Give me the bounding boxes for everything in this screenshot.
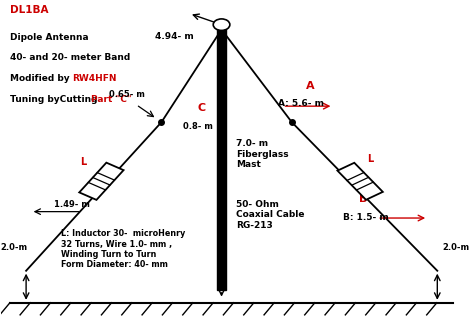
Text: Tuning byCutting: Tuning byCutting	[10, 95, 100, 104]
Text: C: C	[198, 103, 206, 113]
Polygon shape	[337, 163, 383, 200]
Text: L: L	[80, 157, 86, 167]
Text: 1.49- m: 1.49- m	[54, 200, 90, 209]
Text: 0.8- m: 0.8- m	[183, 122, 213, 131]
Circle shape	[213, 19, 230, 30]
Polygon shape	[79, 163, 124, 200]
Text: 50- Ohm
Coaxial Cable
RG-213: 50- Ohm Coaxial Cable RG-213	[237, 200, 305, 230]
Text: A: A	[306, 81, 314, 91]
Text: L: L	[367, 154, 374, 164]
Polygon shape	[218, 30, 226, 290]
Text: 2.0-m: 2.0-m	[0, 243, 28, 252]
Text: Dipole Antenna: Dipole Antenna	[10, 33, 89, 42]
Text: Modified by: Modified by	[10, 74, 73, 83]
Text: B: B	[359, 194, 367, 204]
Text: B: 1.5- m: B: 1.5- m	[343, 213, 388, 221]
Text: 4.94- m: 4.94- m	[155, 32, 194, 41]
Text: DL1BA: DL1BA	[10, 5, 48, 15]
Text: RW4HFN: RW4HFN	[73, 74, 117, 83]
Text: 7.0- m
Fiberglass
Mast: 7.0- m Fiberglass Mast	[237, 139, 289, 169]
Text: A: 5.6- m: A: 5.6- m	[278, 99, 324, 108]
Text: Part "C": Part "C"	[91, 95, 131, 104]
Text: 0.65- m: 0.65- m	[109, 90, 145, 99]
Text: 2.0-m: 2.0-m	[442, 243, 469, 252]
Text: L: Inductor 30-  microHenry
32 Turns, Wire 1.0- mm ,
Winding Turn to Turn
Form D: L: Inductor 30- microHenry 32 Turns, Wir…	[61, 229, 185, 269]
Text: 40- and 20- meter Band: 40- and 20- meter Band	[10, 53, 130, 62]
